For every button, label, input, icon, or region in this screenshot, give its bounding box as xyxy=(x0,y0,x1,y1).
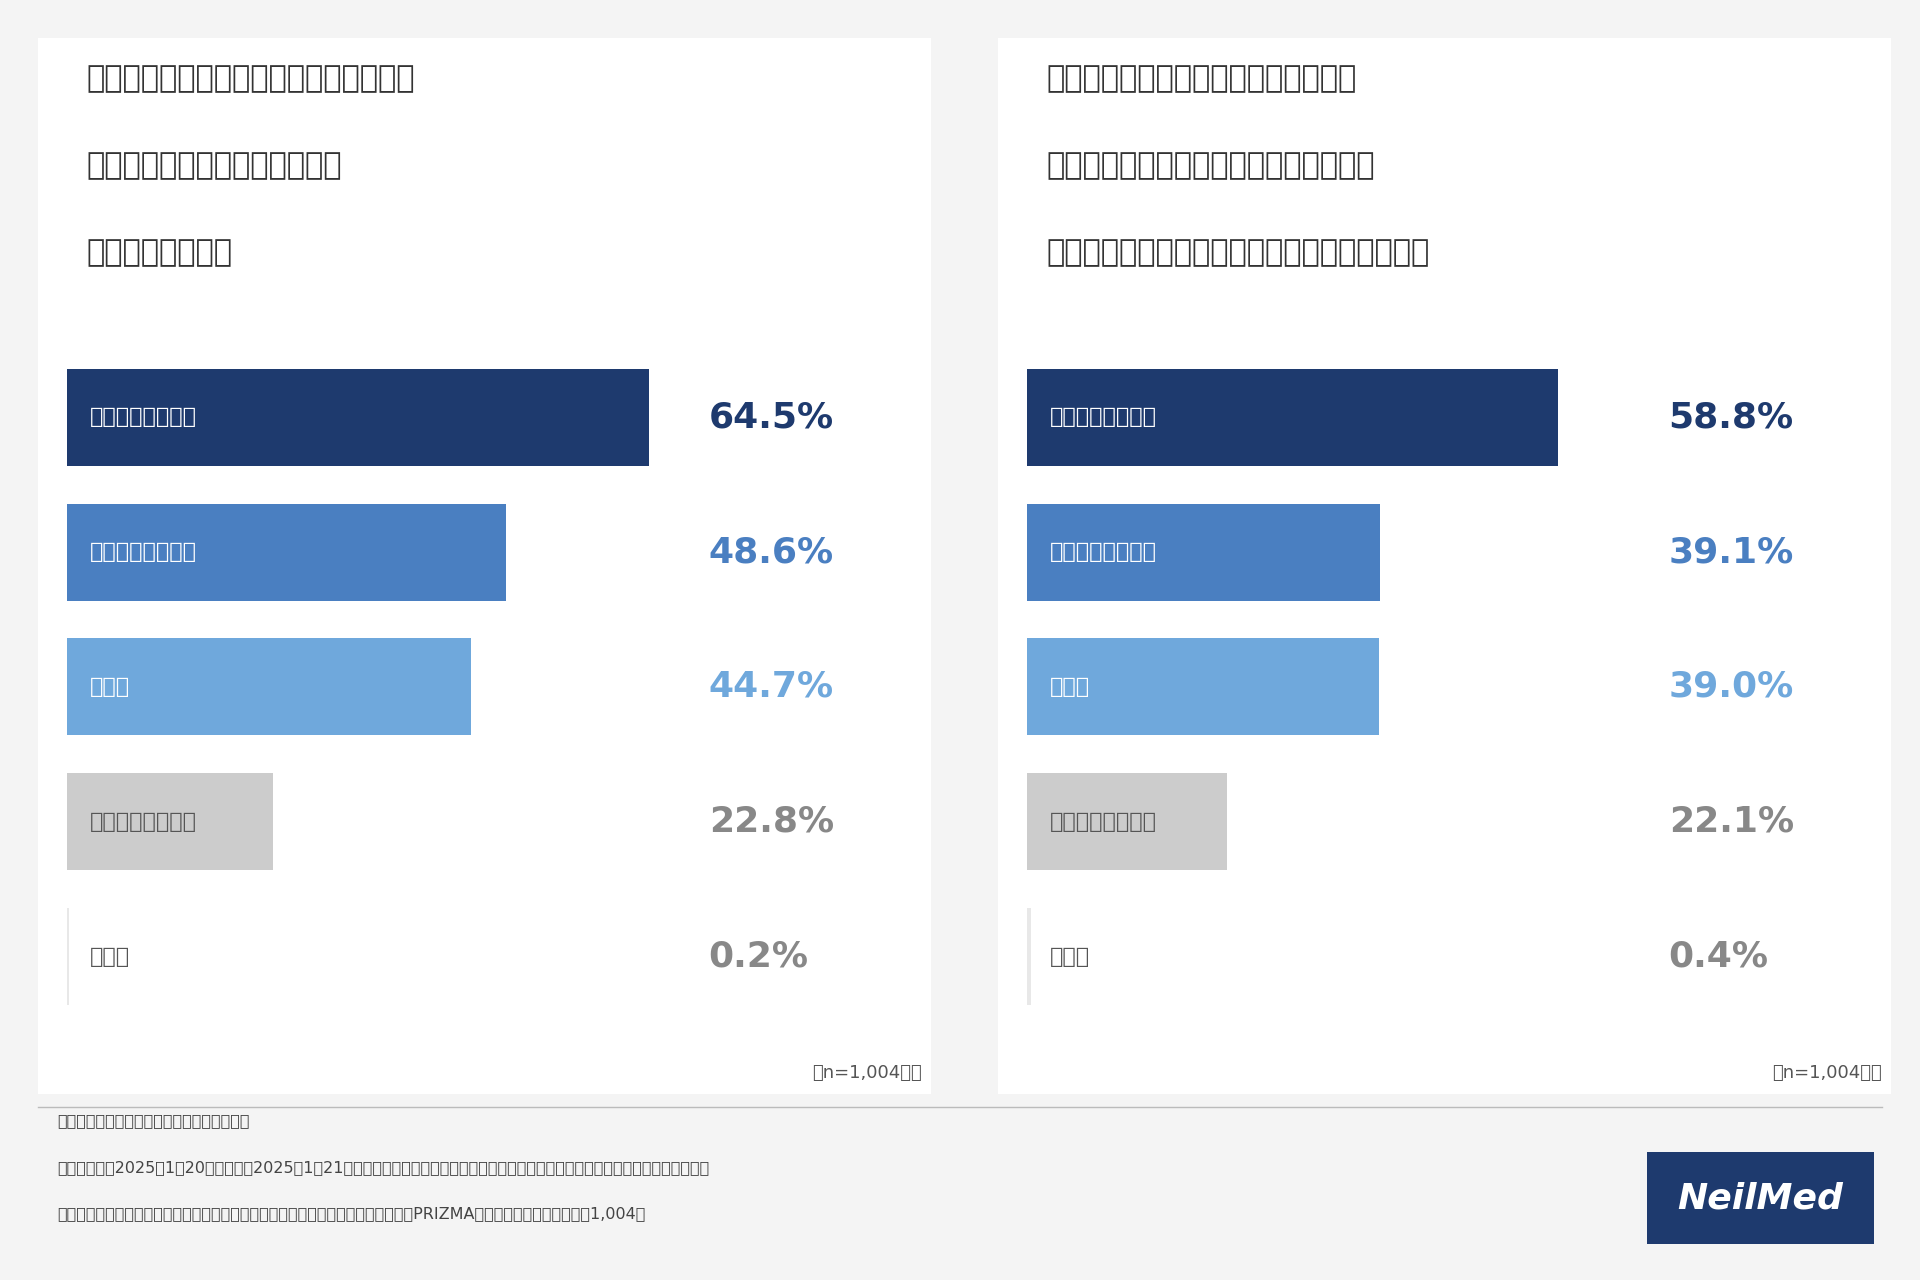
Text: しやすい場所の中で、感染予防が見落と: しやすい場所の中で、感染予防が見落と xyxy=(1046,151,1375,180)
Text: 48.6%: 48.6% xyxy=(708,535,833,570)
Text: 22.8%: 22.8% xyxy=(708,805,833,838)
Text: ・調査対象：調査回答時に内科医と回答したモニター　　　　・モニター提供元：PRIZMAリサーチ　　・調査人数：1,004人: ・調査対象：調査回答時に内科医と回答したモニター ・モニター提供元：PRIZMA… xyxy=(58,1206,645,1221)
Text: 冬に流行る感染症などによる菌が付着: 冬に流行る感染症などによる菌が付着 xyxy=(1046,64,1357,93)
Text: （複数回答可）: （複数回答可） xyxy=(86,238,232,268)
Text: （n=1,004人）: （n=1,004人） xyxy=(812,1064,922,1082)
Text: 64.5%: 64.5% xyxy=(708,401,833,434)
Text: 付着しやすいのはどこですか？: 付着しやすいのはどこですか？ xyxy=(86,151,342,180)
Text: 上咽頭: 上咽頭 xyxy=(1050,677,1091,696)
Text: 鼻腔内（鼻の中）: 鼻腔内（鼻の中） xyxy=(1050,407,1158,428)
Text: NeilMed: NeilMed xyxy=(1678,1181,1843,1215)
Text: 0.2%: 0.2% xyxy=(708,940,808,974)
Text: 58.8%: 58.8% xyxy=(1668,401,1793,434)
Text: ・調査期間：2025年1月20日（月）～2025年1月21日（火）　　・調査方法：インターネット調査　　・調査元：ニールメッド株式会社: ・調査期間：2025年1月20日（月）～2025年1月21日（火） ・調査方法：… xyxy=(58,1160,710,1175)
Text: その他: その他 xyxy=(1050,947,1091,966)
Text: されがちな場所はどこですか？（複数回答可）: されがちな場所はどこですか？（複数回答可） xyxy=(1046,238,1430,268)
Text: 44.7%: 44.7% xyxy=(708,669,833,704)
Text: 口腔内（口の中）: 口腔内（口の中） xyxy=(1050,543,1158,562)
Text: 人体で冬に流行る感染症などによる菌が: 人体で冬に流行る感染症などによる菌が xyxy=(86,64,415,93)
Text: 39.0%: 39.0% xyxy=(1668,669,1793,704)
Text: 0.4%: 0.4% xyxy=(1668,940,1768,974)
Text: （n=1,004人）: （n=1,004人） xyxy=(1772,1064,1882,1082)
Text: 22.1%: 22.1% xyxy=(1668,805,1793,838)
Text: 鼻腔内（鼻の中）: 鼻腔内（鼻の中） xyxy=(90,407,198,428)
Text: 口腔内（口の中）: 口腔内（口の中） xyxy=(90,543,198,562)
Text: 上咽頭: 上咽頭 xyxy=(90,677,131,696)
Text: 手、指先、爪の間: 手、指先、爪の間 xyxy=(1050,812,1158,832)
Text: その他: その他 xyxy=(90,947,131,966)
Text: 手、指先、爪の間: 手、指先、爪の間 xyxy=(90,812,198,832)
Text: 39.1%: 39.1% xyxy=(1668,535,1793,570)
Text: 《調査概要：「感染症予防」に関する調査》: 《調査概要：「感染症予防」に関する調査》 xyxy=(58,1114,250,1129)
